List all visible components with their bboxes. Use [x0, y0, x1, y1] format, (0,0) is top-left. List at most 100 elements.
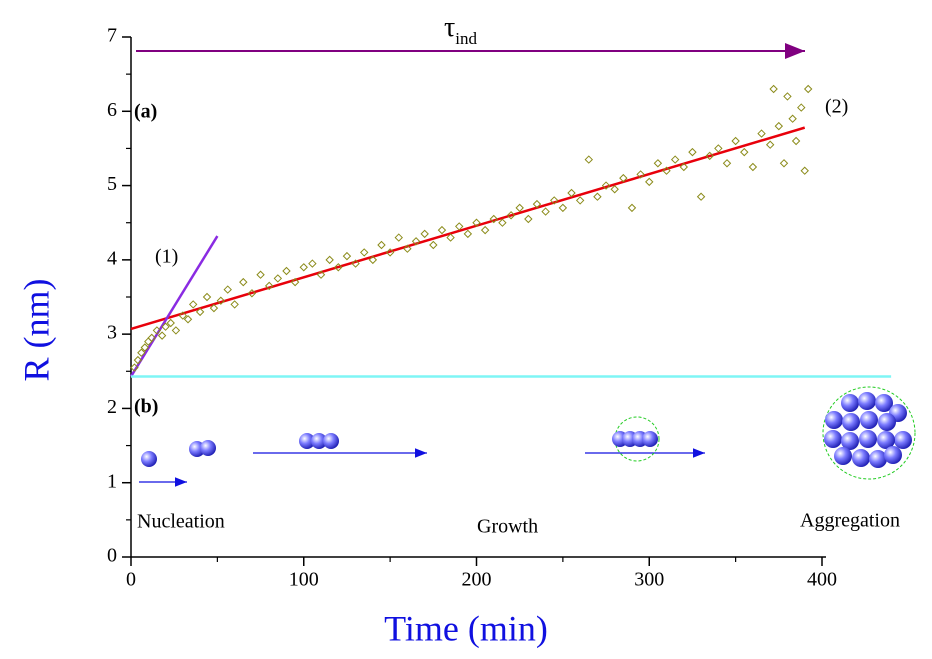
data-point — [152, 326, 162, 335]
data-point — [757, 129, 766, 138]
data-point — [377, 240, 386, 250]
data-point — [506, 211, 516, 220]
data-point — [791, 136, 801, 146]
data-point — [342, 251, 352, 261]
data-point — [385, 248, 395, 257]
data-point — [515, 203, 524, 213]
data-point — [524, 214, 533, 224]
data-point — [740, 147, 749, 157]
y-tick-label: 2 — [107, 396, 117, 418]
data-point — [688, 147, 697, 157]
data-point — [575, 196, 585, 205]
tau-label: τind — [444, 12, 477, 47]
data-point — [137, 348, 146, 357]
y-tick-label: 4 — [107, 247, 117, 269]
data-point — [779, 159, 789, 168]
data-point — [223, 285, 232, 294]
data-point — [788, 114, 797, 123]
data-point — [334, 263, 343, 272]
spheres — [141, 386, 916, 480]
data-point — [765, 140, 775, 149]
data-point — [783, 92, 792, 101]
aggregation-label: Aggregation — [800, 510, 900, 532]
data-point — [325, 255, 334, 265]
data-point — [130, 363, 139, 372]
data-point — [273, 274, 283, 283]
data-point — [351, 259, 360, 268]
data-point — [188, 300, 198, 309]
data-point — [446, 233, 455, 242]
data-point — [256, 270, 265, 279]
data-point — [489, 214, 498, 224]
y-tick-label: 5 — [107, 173, 117, 195]
y-tick-label: 3 — [107, 322, 117, 344]
data-point — [610, 185, 619, 194]
data-point — [420, 229, 429, 239]
y-axis-label: R (nm) — [16, 279, 56, 382]
nucleation-label: Nucleation — [137, 511, 225, 533]
data-point — [463, 229, 473, 239]
data-point — [670, 155, 680, 164]
data-point — [171, 326, 181, 335]
data-point — [299, 263, 308, 272]
data-point — [705, 151, 714, 161]
data-point — [264, 281, 274, 291]
data-point — [714, 144, 723, 153]
schematic — [139, 448, 705, 487]
y-tick-label: 1 — [107, 470, 117, 492]
data-point — [472, 218, 481, 227]
data-point — [800, 166, 809, 175]
data-point — [601, 181, 611, 190]
data-point — [584, 155, 593, 164]
x-tick-label: 400 — [807, 569, 837, 591]
data-point — [653, 159, 663, 168]
data-point — [498, 218, 507, 227]
label-b: (b) — [134, 396, 158, 418]
data-point — [558, 203, 568, 213]
label-1: (1) — [155, 246, 178, 268]
data-point — [774, 121, 784, 131]
x-tick-label: 300 — [634, 569, 664, 591]
data-point — [411, 237, 421, 246]
data-point — [316, 270, 326, 279]
data-point — [202, 292, 212, 302]
data-point — [722, 159, 732, 168]
data-point — [209, 303, 219, 313]
data-point — [166, 318, 175, 328]
data-point — [161, 322, 170, 331]
label-2: (2) — [825, 96, 848, 118]
data-point — [133, 355, 143, 365]
x-tick-label: 200 — [462, 569, 492, 591]
data-point — [140, 343, 150, 352]
y-tick-label: 7 — [107, 25, 117, 47]
data-point — [593, 192, 602, 201]
data-point — [282, 266, 291, 276]
x-tick-label: 100 — [289, 569, 319, 591]
data-point — [308, 259, 317, 268]
data-point — [429, 240, 438, 250]
data-point — [645, 177, 654, 187]
growth-label: Growth — [477, 516, 538, 538]
data-point — [636, 170, 645, 179]
x-axis-label: Time (min) — [384, 608, 548, 648]
data-point — [748, 162, 758, 172]
data-point — [147, 333, 156, 343]
data-point — [731, 136, 740, 146]
data-point — [394, 233, 403, 242]
data-point — [797, 103, 806, 112]
data-point — [455, 222, 464, 231]
data-point — [662, 166, 671, 175]
data-point — [567, 188, 576, 198]
y-tick-label: 6 — [107, 99, 117, 121]
data-point — [360, 248, 369, 257]
data-point — [368, 255, 378, 265]
data-point — [403, 244, 412, 253]
data-point — [619, 173, 628, 183]
data-point — [178, 311, 188, 320]
x-tick-label: 0 — [126, 569, 136, 591]
data-point — [541, 207, 550, 216]
data-point — [290, 277, 300, 287]
data-point — [157, 331, 167, 340]
fit-line — [129, 235, 219, 378]
